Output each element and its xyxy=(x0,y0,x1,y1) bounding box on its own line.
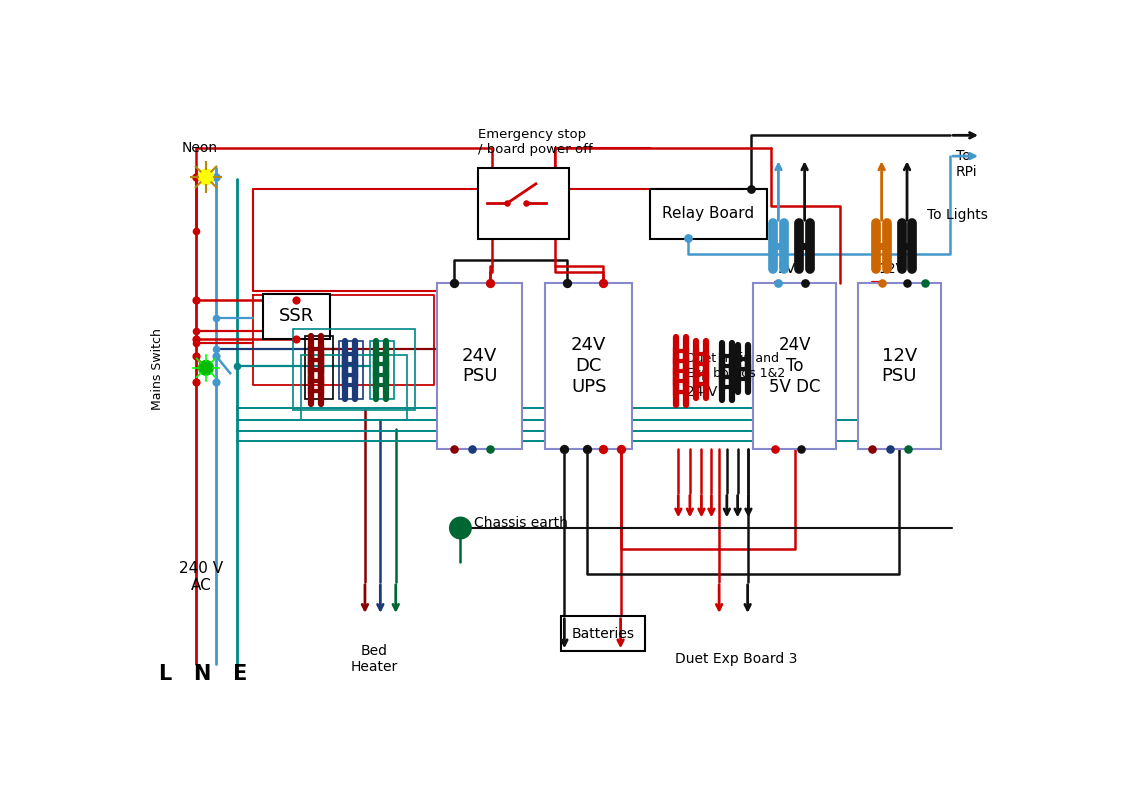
Point xyxy=(208,311,226,324)
Point xyxy=(446,277,464,290)
Point xyxy=(186,294,204,306)
Bar xyxy=(754,283,837,449)
Text: Neon: Neon xyxy=(182,141,218,156)
Point xyxy=(578,442,596,455)
Bar xyxy=(650,189,767,238)
Bar xyxy=(545,283,632,449)
Text: 24V
DC
UPS: 24V DC UPS xyxy=(570,336,606,395)
Circle shape xyxy=(199,360,213,376)
Circle shape xyxy=(199,169,213,184)
Text: 24V
To
5V DC: 24V To 5V DC xyxy=(769,336,821,395)
Point xyxy=(208,376,226,388)
Text: To Lights: To Lights xyxy=(928,208,988,222)
Bar xyxy=(293,330,416,410)
Bar xyxy=(304,336,334,399)
Point xyxy=(898,277,916,290)
Text: 5V: 5V xyxy=(778,262,796,276)
Point xyxy=(873,277,891,290)
Bar xyxy=(339,341,364,399)
Point xyxy=(517,197,535,210)
Text: Bed
Heater: Bed Heater xyxy=(350,644,398,674)
Point xyxy=(481,277,499,290)
Text: Mains Switch: Mains Switch xyxy=(150,329,164,410)
Point xyxy=(882,442,900,455)
Text: Chassis earth: Chassis earth xyxy=(474,516,568,530)
Point xyxy=(862,442,880,455)
Point xyxy=(287,294,305,306)
Point xyxy=(769,277,787,290)
Circle shape xyxy=(449,517,472,539)
Text: To
RPi: To RPi xyxy=(956,148,977,179)
Text: Batteries: Batteries xyxy=(572,626,634,641)
Point xyxy=(186,171,204,183)
Point xyxy=(186,225,204,237)
Point xyxy=(228,360,246,372)
Point xyxy=(612,442,630,455)
Point xyxy=(556,442,574,455)
Text: 12V: 12V xyxy=(878,262,905,276)
Point xyxy=(499,197,517,210)
Text: L   N   E: L N E xyxy=(159,665,247,684)
Point xyxy=(679,232,697,245)
Bar xyxy=(263,294,330,338)
Bar xyxy=(560,616,646,651)
Bar xyxy=(478,168,569,238)
Text: Duet Exp Board 3: Duet Exp Board 3 xyxy=(675,652,797,666)
Point xyxy=(481,442,499,455)
Point xyxy=(186,350,204,363)
Point xyxy=(208,350,226,363)
Text: Emergency stop
/ board power off: Emergency stop / board power off xyxy=(478,128,593,156)
Point xyxy=(915,277,933,290)
Text: 24V
PSU: 24V PSU xyxy=(462,346,497,385)
Point xyxy=(558,277,576,290)
Text: Relay Board: Relay Board xyxy=(663,206,755,222)
Point xyxy=(742,183,760,195)
Point xyxy=(186,337,204,349)
Text: 240 V
AC: 240 V AC xyxy=(179,561,223,593)
Point xyxy=(792,442,810,455)
Point xyxy=(186,376,204,388)
Point xyxy=(463,442,481,455)
Text: 24 V: 24 V xyxy=(686,386,718,399)
Point xyxy=(898,442,916,455)
Point xyxy=(594,277,612,290)
Bar xyxy=(369,341,394,399)
Point xyxy=(594,442,612,455)
Point xyxy=(186,332,204,345)
Text: SSR: SSR xyxy=(279,307,314,326)
Point xyxy=(446,442,464,455)
Point xyxy=(208,171,226,183)
Point xyxy=(766,442,784,455)
Text: Duet main and
Exp boards 1&2: Duet main and Exp boards 1&2 xyxy=(686,353,785,380)
Point xyxy=(795,277,813,290)
Point xyxy=(186,325,204,337)
Bar xyxy=(858,283,941,449)
Text: 12V
PSU: 12V PSU xyxy=(882,346,917,385)
Bar xyxy=(437,283,522,449)
Point xyxy=(208,342,226,355)
Bar xyxy=(301,355,408,420)
Point xyxy=(287,332,305,345)
